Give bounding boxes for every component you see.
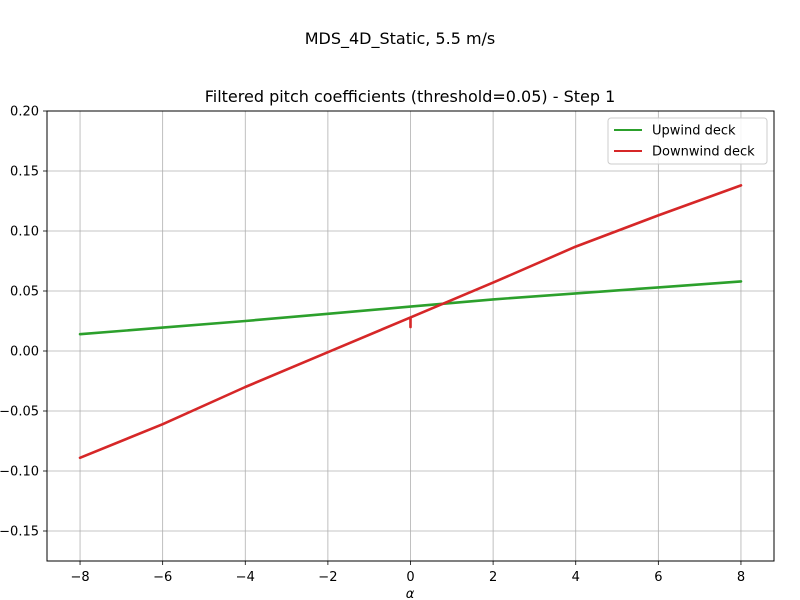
x-tick-label: 4	[572, 570, 580, 585]
legend-label-0: Upwind deck	[652, 124, 736, 139]
x-tick-label: 6	[654, 570, 662, 585]
x-axis-label: α	[406, 587, 415, 600]
y-tick-label: −0.05	[0, 405, 39, 420]
x-tick-label: 8	[737, 570, 745, 585]
x-tick-label: −8	[70, 570, 89, 585]
x-tick-label: 0	[406, 570, 414, 585]
series-group	[78, 184, 743, 460]
legend: Upwind deck Downwind deck	[607, 117, 768, 165]
y-tick-label: −0.15	[0, 525, 39, 540]
legend-box	[607, 117, 768, 165]
x-tick-label: −4	[236, 570, 255, 585]
series-line-1	[78, 184, 743, 460]
grid-lines	[47, 110, 774, 561]
tick-group: −8 −6 −4 −2 0 2 4 6 8 −0.15 −0.10 −0.05 0.00 0.05 0.10…	[0, 105, 745, 586]
x-tick-label: 2	[489, 570, 497, 585]
y-tick-label: 0.00	[10, 345, 39, 360]
y-tick-label: −0.10	[0, 465, 39, 480]
y-tick-label: 0.05	[10, 285, 39, 300]
y-tick-label: 0.10	[10, 225, 39, 240]
chart-title: Filtered pitch coefficients (threshold=0…	[205, 87, 616, 106]
series-line-0	[78, 280, 743, 336]
figure-suptitle: MDS_4D_Static, 5.5 m/s	[305, 29, 496, 49]
x-tick-label: −6	[153, 570, 172, 585]
y-tick-label: 0.20	[10, 105, 39, 120]
legend-label-1: Downwind deck	[652, 145, 755, 160]
y-tick-label: 0.15	[10, 165, 39, 180]
x-tick-label: −2	[318, 570, 337, 585]
